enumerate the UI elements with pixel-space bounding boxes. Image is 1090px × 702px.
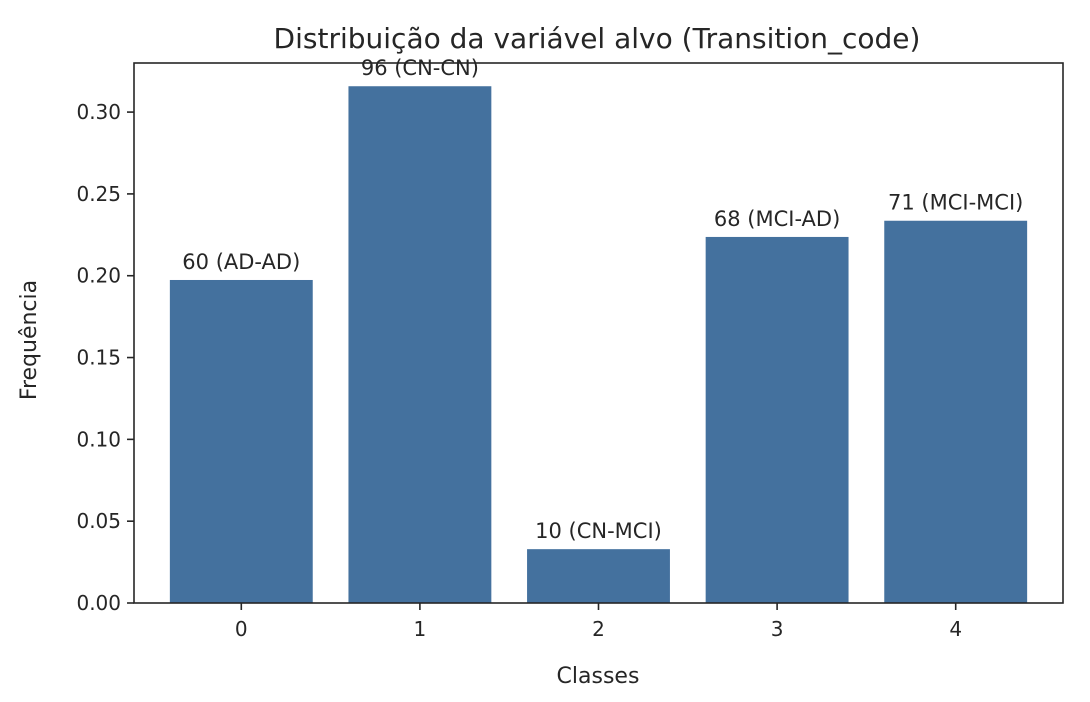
x-tick-label: 4: [949, 617, 962, 641]
y-tick-label: 0.20: [76, 264, 121, 288]
x-axis: 0 1 2 3 4: [235, 603, 962, 641]
bar-value-label: 68 (MCI-AD): [714, 207, 840, 231]
bar-0: [169, 279, 313, 603]
bars-group: [169, 86, 1028, 604]
y-tick-label: 0.10: [76, 427, 121, 451]
x-axis-label: Classes: [557, 664, 640, 689]
y-tick-label: 0.05: [76, 509, 121, 533]
chart-title: Distribuição da variável alvo (Transitio…: [274, 22, 921, 55]
y-tick-label: 0.25: [76, 182, 121, 206]
y-tick-label: 0.15: [76, 346, 121, 370]
y-tick-label: 0.30: [76, 100, 121, 124]
bar-value-label: 71 (MCI-MCI): [888, 191, 1023, 215]
y-tick-label: 0.00: [76, 591, 121, 615]
x-tick-label: 2: [592, 617, 605, 641]
bar-4: [884, 220, 1028, 603]
y-axis: 0.00 0.05 0.10 0.15 0.20 0.25 0.30: [76, 100, 134, 615]
x-tick-label: 0: [235, 617, 248, 641]
bar-value-label: 10 (CN-MCI): [535, 519, 662, 543]
x-tick-label: 1: [414, 617, 427, 641]
bar-value-label: 96 (CN-CN): [361, 56, 479, 80]
bar-2: [527, 549, 670, 603]
bar-3: [705, 236, 849, 604]
bar-value-label: 60 (AD-AD): [182, 250, 300, 274]
y-axis-label: Frequência: [17, 280, 42, 400]
x-tick-label: 3: [771, 617, 784, 641]
bar-1: [348, 86, 492, 603]
bar-labels-group: 60 (AD-AD) 96 (CN-CN) 10 (CN-MCI) 68 (MCI-A…: [182, 56, 1023, 543]
